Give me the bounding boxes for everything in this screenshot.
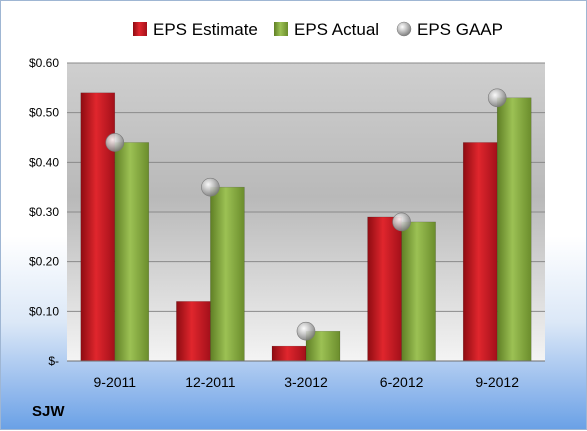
- legend-swatch: [133, 22, 147, 36]
- x-tick-label: 6-2012: [380, 374, 424, 390]
- gaap-marker: [201, 177, 220, 197]
- legend-label: EPS GAAP: [417, 20, 503, 39]
- gaap-marker: [392, 212, 411, 232]
- estimate-bar: [367, 216, 402, 362]
- legend-swatch: [274, 22, 288, 36]
- x-tick-label: 9-2012: [475, 374, 519, 390]
- actual-bar: [210, 186, 245, 362]
- actual-bar: [114, 142, 150, 362]
- y-tick-label: $0.30: [29, 205, 59, 219]
- x-tick-label: 3-2012: [284, 374, 328, 390]
- y-tick-label: $0.40: [29, 155, 59, 169]
- gaap-marker: [296, 321, 316, 341]
- estimate-bar: [271, 345, 307, 362]
- y-tick-label: $0.50: [29, 106, 59, 120]
- y-tick-label: $-: [48, 354, 59, 368]
- x-tick-label: 9-2011: [94, 374, 137, 390]
- estimate-bar: [462, 142, 498, 362]
- legend-label: EPS Estimate: [153, 20, 258, 39]
- legend-item: EPS Actual: [274, 20, 379, 39]
- gaap-marker: [105, 133, 125, 152]
- estimate-bar: [176, 301, 211, 362]
- legend-swatch: [396, 21, 412, 37]
- y-tick-label: $0.10: [29, 304, 59, 318]
- y-tick-label: $0.20: [29, 255, 59, 269]
- legend-label: EPS Actual: [294, 20, 379, 39]
- y-tick-label: $0.60: [29, 56, 59, 70]
- legend-item: EPS GAAP: [396, 20, 503, 39]
- legend-item: EPS Estimate: [133, 20, 258, 39]
- ticker-label: SJW: [32, 403, 65, 420]
- actual-bar: [401, 221, 436, 362]
- estimate-bar: [80, 92, 116, 362]
- actual-bar: [496, 97, 532, 362]
- x-tick-label: 12-2011: [185, 374, 236, 390]
- gaap-marker: [487, 88, 507, 108]
